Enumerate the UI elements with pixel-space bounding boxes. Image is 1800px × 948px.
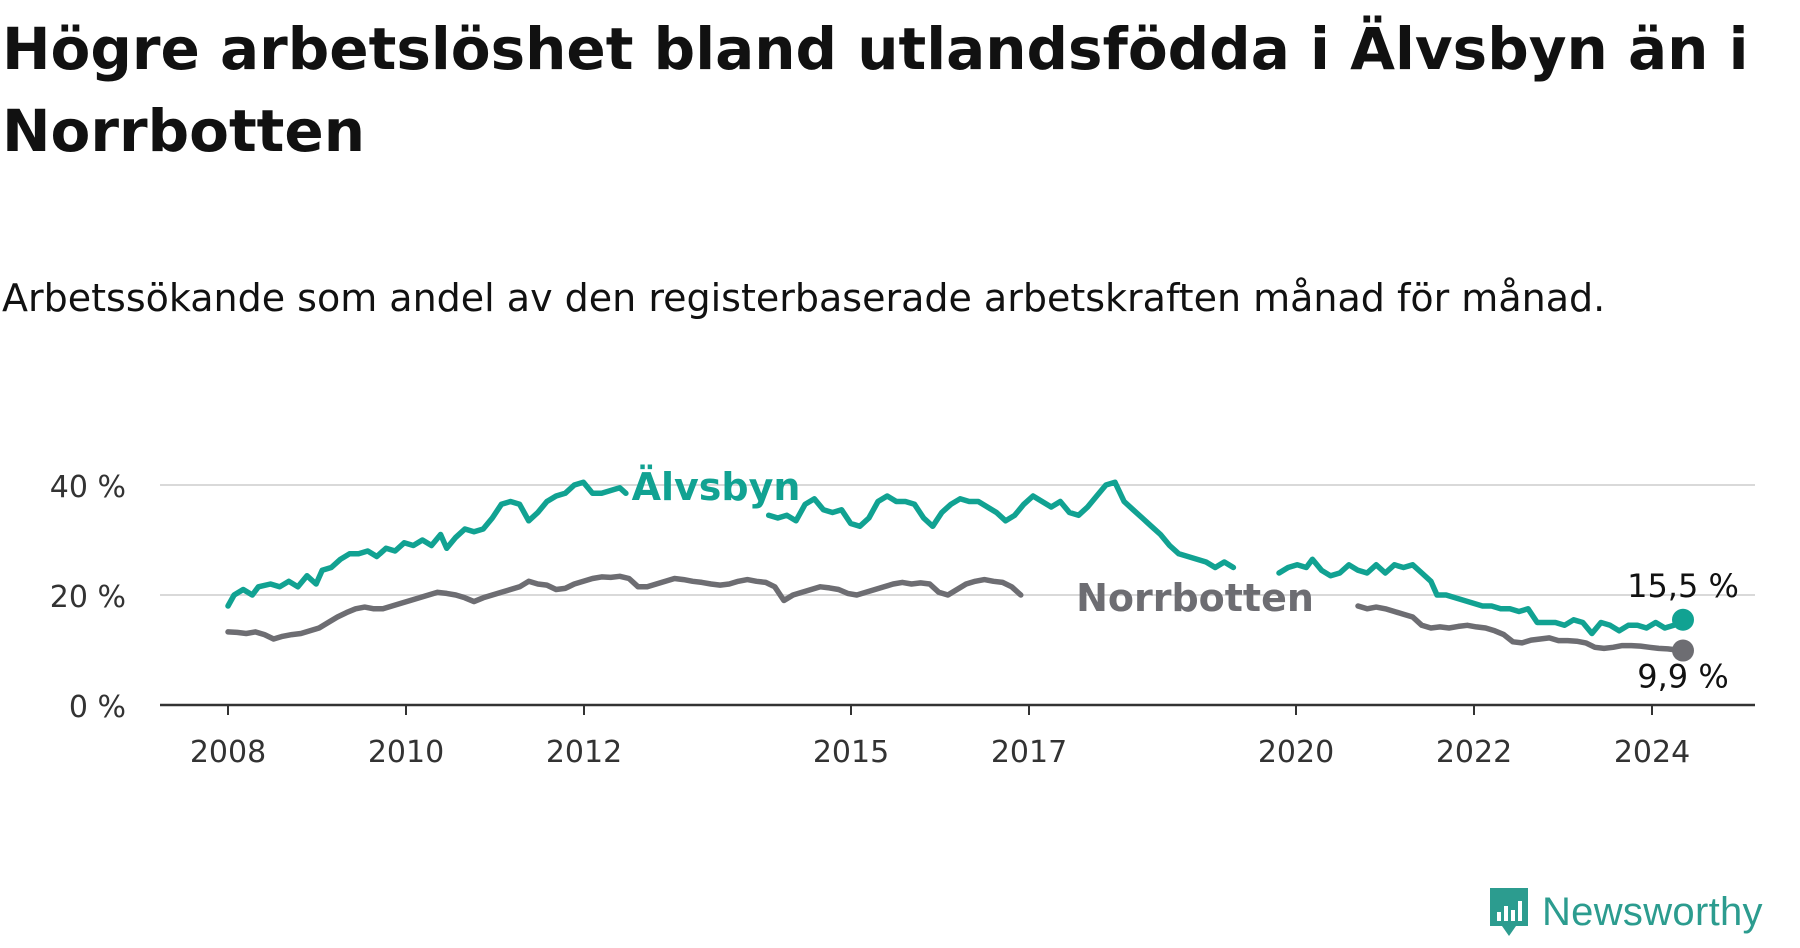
chart-title: Högre arbetslöshet bland utlandsfödda i … [2,15,1749,165]
chart-subtitle: Arbetssökande som andel av den registerb… [2,276,1606,320]
series-name-label-alvsbyn: Älvsbyn [632,465,801,509]
line-chart: 0 % 20 % 40 % 2008 2010 2012 2015 2017 2020 2022 2… [50,465,1755,770]
end-value-label-alvsbyn: 15,5 % [1627,567,1739,605]
series-name-label-norrbotten: Norrbotten [1076,576,1314,620]
x-tick-label: 2024 [1614,735,1690,770]
x-tick-label: 2012 [546,735,622,770]
axes: 0 % 20 % 40 % 2008 2010 2012 2015 2017 2020 2022 2… [50,470,1755,770]
end-value-label-norrbotten: 9,9 % [1637,658,1728,696]
y-tick-label: 20 % [50,580,126,615]
end-point-alvsbyn [1672,608,1694,631]
x-tick-label: 2008 [190,735,266,770]
y-tick-label: 40 % [50,470,126,505]
x-tick-label: 2010 [368,735,444,770]
x-tick-label: 2017 [991,735,1067,770]
brand-name: Newsworthy [1542,889,1763,934]
series-line-alvsbyn-2 [1276,556,1686,637]
series-line-alvsbyn-0 [225,479,629,609]
labels: 15,5 % 9,9 % Älvsbyn Norrbotten [632,465,1739,696]
end-point-norrbotten [1672,639,1694,662]
x-tick-label: 2015 [813,735,889,770]
newsworthy-logo-icon [1490,888,1528,936]
x-tick-label: 2022 [1436,735,1512,770]
newsworthy-brand[interactable]: Newsworthy [1486,886,1763,938]
x-tick-label: 2020 [1258,735,1334,770]
series-line-norrbotten-0 [225,573,1024,642]
y-tick-label: 0 % [69,690,126,725]
series-lines [225,479,1694,662]
series-line-norrbotten-1 [1355,603,1686,654]
series-line-alvsbyn-1 [765,479,1237,571]
